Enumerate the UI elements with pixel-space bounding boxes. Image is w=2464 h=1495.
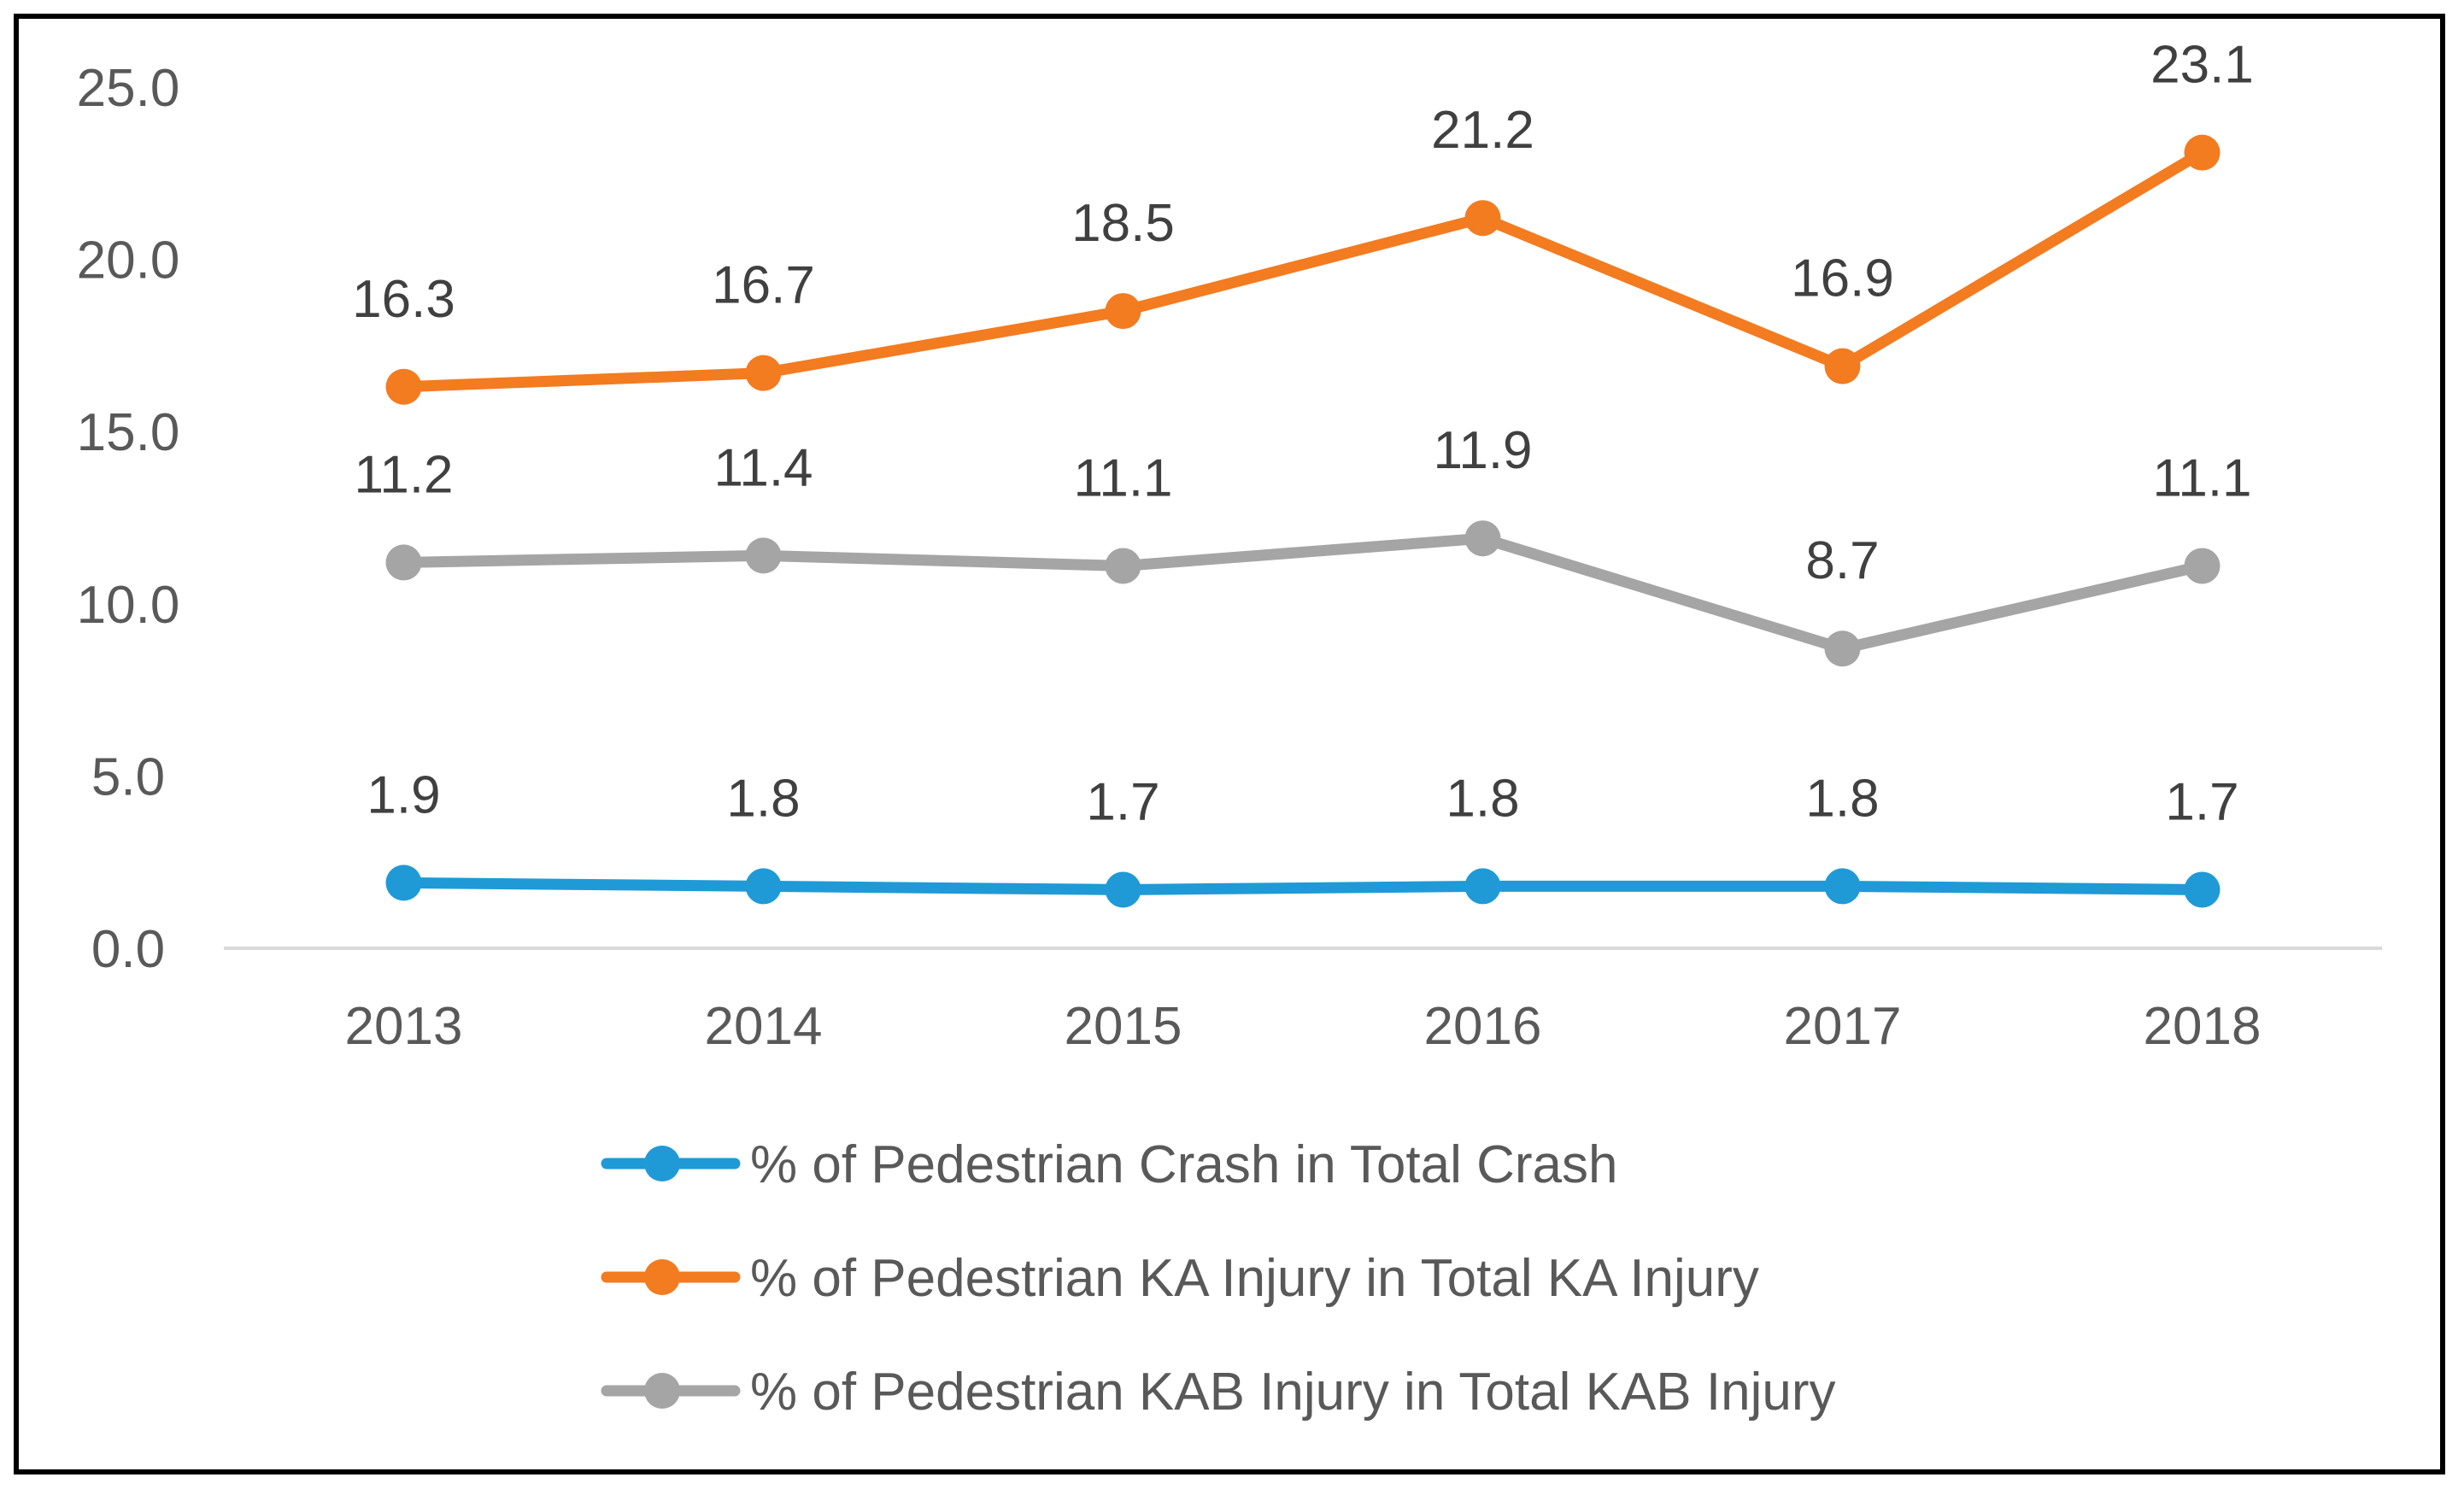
data-point [1464,200,1501,237]
legend-item: % of Pedestrian KAB Injury in Total KAB … [601,1363,1836,1422]
data-label: 1.8 [1446,769,1519,828]
data-label: 11.9 [1433,421,1532,480]
y-tick-label: 15.0 [77,403,180,462]
x-tick-label: 2016 [1424,997,1542,1056]
x-tick-label: 2013 [345,997,463,1056]
data-point [745,868,782,905]
legend-swatch-marker [644,1146,680,1181]
data-point [2184,548,2221,584]
y-tick-label: 10.0 [77,576,180,635]
data-point [385,368,422,405]
legend-item: % of Pedestrian KA Injury in Total KA In… [601,1249,1759,1308]
data-point [745,355,782,391]
data-point [1105,293,1141,330]
legend-label: % of Pedestrian KA Injury in Total KA In… [750,1249,1759,1308]
legend-label: % of Pedestrian KAB Injury in Total KAB … [750,1363,1836,1422]
data-label: 8.7 [1805,531,1879,590]
data-point [1105,871,1141,908]
data-label: 16.3 [352,270,455,329]
data-label: 21.2 [1431,101,1534,160]
x-tick-label: 2018 [2144,997,2262,1056]
data-point [1824,868,1861,905]
chart-frame [14,14,2445,1474]
data-label: 18.5 [1071,194,1175,253]
data-label: 23.1 [2150,36,2254,95]
y-tick-label: 20.0 [77,232,180,290]
legend-swatch-marker [644,1259,680,1295]
data-label: 1.7 [2165,772,2238,831]
data-point [1105,548,1141,584]
data-label: 11.1 [2152,448,2251,507]
series-line [398,147,2208,393]
series-line [398,532,2208,654]
data-point [1464,868,1501,905]
data-point [1464,520,1501,557]
data-label: 1.9 [367,765,440,824]
data-label: 16.7 [712,256,815,315]
data-label: 11.2 [354,445,453,504]
series-layer [385,134,2221,908]
data-point [385,865,422,901]
data-label: 1.8 [726,769,800,828]
x-tick-label: 2014 [705,997,823,1056]
data-point [745,537,782,574]
y-tick-label: 0.0 [91,920,165,979]
data-label: 11.1 [1073,448,1172,507]
data-label: 1.7 [1086,772,1159,831]
legend-item: % of Pedestrian Crash in Total Crash [601,1135,1617,1194]
data-point [2184,134,2221,171]
data-label-layer: 1.9 1.8 1.7 1.8 1.8 1.7 16.3 16.7 18.5 21.2 16.9 23… [352,36,2254,832]
x-tick-label: 2017 [1784,997,1902,1056]
legend: % of Pedestrian Crash in Total Crash % of… [601,1135,1836,1422]
axis-layer: 0.0 5.0 10.0 15.0 20.0 25.0 2013 2014 2015 2016 20… [77,59,2382,1056]
y-tick-label: 25.0 [77,59,180,118]
data-label: 11.4 [713,438,813,497]
data-point [1824,630,1861,667]
data-label: 1.8 [1805,769,1879,828]
legend-label: % of Pedestrian Crash in Total Crash [750,1135,1617,1194]
legend-swatch-marker [644,1373,680,1409]
data-label: 16.9 [1791,249,1894,308]
y-tick-label: 5.0 [91,748,165,806]
x-tick-label: 2015 [1065,997,1182,1056]
data-point [385,544,422,581]
data-point [1824,348,1861,384]
series-line [398,876,2208,895]
data-point [2184,871,2221,908]
